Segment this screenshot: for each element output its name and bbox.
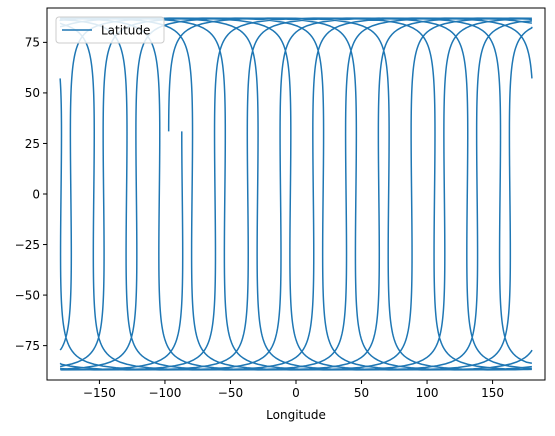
legend-label: Latitude (101, 24, 150, 38)
x-axis-label: Longitude (266, 408, 326, 422)
x-tick-label: 100 (416, 386, 439, 400)
latitude-series-line (59, 17, 533, 371)
y-tick-label: 75 (25, 36, 40, 50)
y-tick-label: 50 (25, 86, 40, 100)
x-tick-label: 0 (292, 386, 300, 400)
x-tick-label: −100 (148, 386, 181, 400)
y-tick-label: −75 (15, 339, 40, 353)
x-tick-label: −50 (218, 386, 243, 400)
x-axis: −150 −100 −50 0 50 100 150 (83, 380, 504, 400)
y-axis: −75 −50 −25 0 25 50 75 (15, 36, 47, 353)
plot-area (59, 17, 533, 371)
x-tick-label: 150 (481, 386, 504, 400)
y-tick-label: −25 (15, 238, 40, 252)
x-tick-label: −150 (83, 386, 116, 400)
y-tick-label: 0 (32, 187, 40, 201)
y-tick-label: 25 (25, 137, 40, 151)
y-tick-label: −50 (15, 288, 40, 302)
legend-box (55, 16, 165, 44)
x-tick-label: 50 (354, 386, 369, 400)
legend: Latitude (55, 16, 165, 44)
